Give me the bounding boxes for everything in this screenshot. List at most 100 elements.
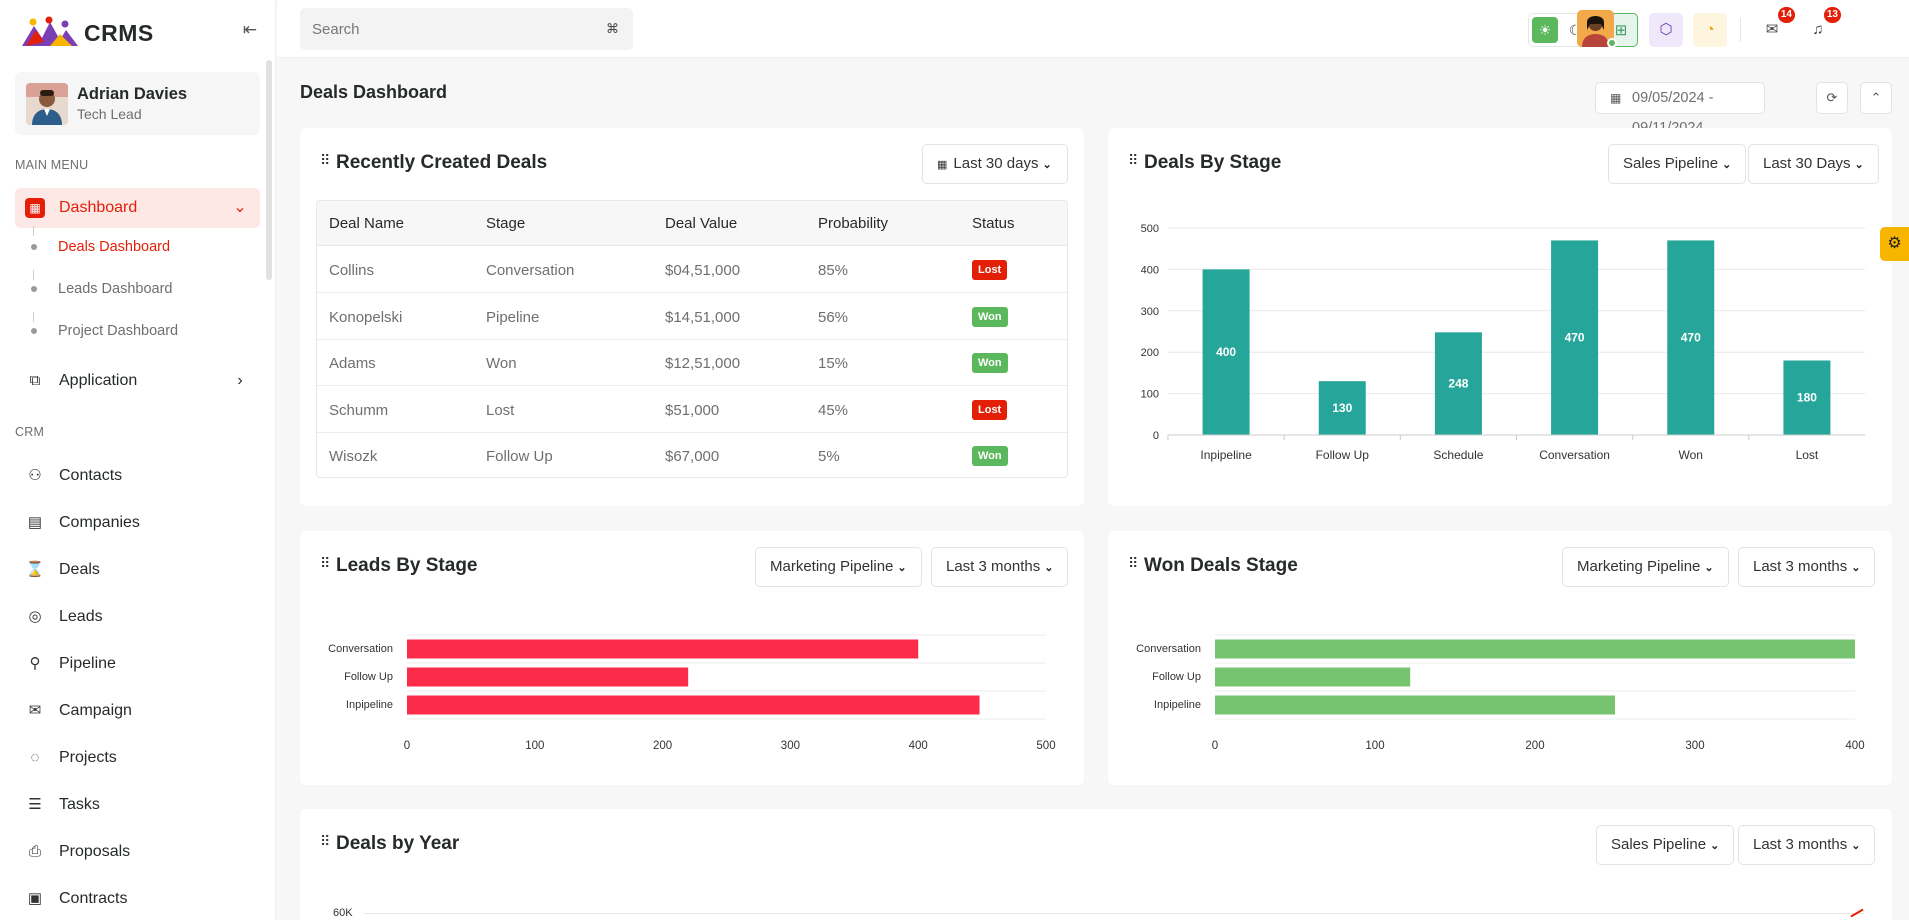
sidebar-item-contracts[interactable]: ▣ Contracts	[15, 879, 260, 919]
sidebar-item-deals[interactable]: ⌛ Deals	[15, 550, 260, 590]
x-tick-label: 0	[404, 740, 410, 752]
settings-button[interactable]: ⚙	[1880, 227, 1909, 261]
messages-button[interactable]: ✉ 14	[1755, 7, 1795, 47]
sidebar-subitem-leads-dashboard[interactable]: Leads Dashboard	[58, 281, 173, 297]
deals-table: Deal Name Stage Deal Value Probability S…	[316, 200, 1068, 478]
bar	[407, 695, 980, 715]
table-cell: Follow Up	[486, 448, 553, 465]
table-row[interactable]: Adams Won $12,51,000 15% Won	[317, 340, 1067, 386]
dropdown-value: Last 30 days	[953, 155, 1039, 172]
submenu-connector	[33, 312, 34, 322]
sun-icon[interactable]: ☀	[1532, 17, 1558, 43]
crm-heading: CRM	[15, 425, 45, 439]
drag-handle-icon[interactable]: ⠿	[1128, 555, 1138, 571]
message-icon: ✉	[1765, 21, 1779, 38]
sidebar-item-application[interactable]: ⧉ Application ›	[15, 361, 260, 401]
drag-handle-icon[interactable]: ⠿	[1128, 152, 1138, 168]
user-profile-card[interactable]: Adrian Davies Tech Lead	[15, 72, 260, 135]
column-header[interactable]: Probability	[818, 215, 889, 232]
period-dropdown[interactable]: Last 3 months ⌄	[1738, 547, 1876, 587]
hexagon-button[interactable]: ⬡	[1649, 13, 1683, 47]
avatar	[26, 83, 68, 125]
sidebar-item-companies[interactable]: ▤ Companies	[15, 503, 260, 543]
logo-icon	[22, 16, 78, 46]
table-row[interactable]: Wisozk Follow Up $67,000 5% Won	[317, 433, 1067, 477]
analytics-button[interactable]: ◔	[1693, 13, 1727, 47]
sidebar-item-proposals[interactable]: ⎙ Proposals	[15, 832, 260, 872]
campaign-icon: ✉	[28, 702, 42, 719]
y-tick-label: Inpipeline	[346, 699, 393, 711]
sidebar-item-tasks[interactable]: ☰ Tasks	[15, 785, 260, 825]
sidebar-scrollbar[interactable]	[266, 60, 272, 280]
refresh-button[interactable]: ⟳	[1816, 82, 1848, 114]
table-cell: 5%	[818, 448, 840, 465]
sidebar-item-label: Pipeline	[59, 655, 116, 672]
table-row[interactable]: Schumm Lost $51,000 45% Lost	[317, 387, 1067, 433]
leads-icon: ◎	[28, 608, 42, 625]
sidebar-item-campaign[interactable]: ✉ Campaign	[15, 691, 260, 731]
chevron-down-icon: ⌄	[1854, 159, 1864, 171]
sidebar-subitem-project-dashboard[interactable]: Project Dashboard	[58, 323, 179, 339]
submenu-dot	[31, 328, 37, 334]
period-dropdown[interactable]: Last 3 months ⌄	[1738, 825, 1876, 865]
x-tick-label: 200	[653, 740, 672, 752]
leads-by-stage-chart: Conversation Follow Up Inpipeline 0 100 200 30…	[328, 634, 1056, 752]
column-header[interactable]: Stage	[486, 215, 526, 232]
submenu-dot	[31, 286, 37, 292]
chevron-down-icon: ⌄	[1704, 562, 1714, 574]
pipeline-dropdown[interactable]: Sales Pipeline ⌄	[1608, 144, 1747, 184]
card-title: Leads By Stage	[336, 555, 478, 576]
pipeline-dropdown[interactable]: Sales Pipeline ⌄	[1596, 825, 1735, 865]
logo[interactable]: CRMS ⇤	[20, 14, 260, 50]
x-tick-label: Won	[1679, 448, 1703, 462]
top-header: ⌘ ☀ ☾ ⊞ ⬡ ◔ ✉ 14 ♫ 13	[277, 0, 1909, 58]
sidebar-item-contacts[interactable]: ⚇ Contacts	[15, 456, 260, 496]
pipeline-dropdown[interactable]: Marketing Pipeline ⌄	[755, 547, 922, 587]
column-header[interactable]: Deal Name	[329, 215, 405, 232]
sidebar-item-dashboard[interactable]: ▦ Dashboard ⌄	[15, 188, 260, 228]
column-header[interactable]: Deal Value	[665, 215, 738, 232]
pipeline-icon: ⚲	[29, 655, 41, 672]
status-badge: Won	[972, 446, 1008, 466]
search-input[interactable]	[300, 8, 590, 50]
column-header[interactable]: Status	[972, 215, 1015, 232]
dropdown-value: Marketing Pipeline	[1577, 558, 1701, 575]
sidebar-item-label: Contracts	[59, 890, 128, 907]
table-row[interactable]: Collins Conversation $04,51,000 85% Lost	[317, 247, 1067, 293]
table-cell: Collins	[329, 262, 375, 279]
sidebar-item-pipeline[interactable]: ⚲ Pipeline	[15, 644, 260, 684]
status-badge: Won	[972, 306, 1008, 327]
pipeline-dropdown[interactable]: Marketing Pipeline ⌄	[1562, 547, 1729, 587]
collapse-sidebar-icon[interactable]: ⇤	[242, 20, 258, 39]
table-row[interactable]: Konopelski Pipeline $14,51,000 56% Won	[317, 294, 1067, 340]
submenu-dot	[31, 244, 37, 250]
sidebar-item-projects[interactable]: ◌ Projects	[15, 738, 260, 778]
dropdown-value: Last 3 months	[946, 558, 1041, 575]
x-tick-label: Schedule	[1433, 448, 1483, 462]
application-icon: ⧉	[29, 372, 41, 389]
y-tick-label: Inpipeline	[1154, 699, 1201, 711]
drag-handle-icon[interactable]: ⠿	[320, 555, 330, 571]
chevron-down-icon: ⌄	[1851, 562, 1861, 574]
y-tick-label: 200	[1141, 347, 1159, 359]
date-range-picker[interactable]: ▦ 09/05/2024 - 09/11/2024	[1595, 82, 1765, 136]
notifications-button[interactable]: ♫ 13	[1801, 7, 1841, 47]
collapse-header-button[interactable]: ⌃	[1860, 82, 1892, 114]
period-dropdown[interactable]: Last 3 months ⌄	[931, 547, 1069, 587]
sidebar-subitem-deals-dashboard[interactable]: Deals Dashboard	[58, 239, 171, 255]
table-cell: 85%	[818, 262, 849, 279]
table-cell: Konopelski	[329, 308, 403, 326]
status-badge: Won	[972, 353, 1008, 373]
sidebar-item-leads[interactable]: ◎ Leads	[15, 597, 260, 637]
sidebar: CRMS ⇤ Adrian Davies Tech Lead MAIN MENU…	[0, 0, 276, 920]
drag-handle-icon[interactable]: ⠿	[320, 152, 330, 168]
drag-handle-icon[interactable]: ⠿	[320, 833, 330, 849]
won-deals-stage-chart: Conversation Follow Up Inpipeline 0 100 200 30…	[1136, 634, 1865, 752]
bar	[1215, 639, 1855, 659]
search-box[interactable]: ⌘	[300, 8, 633, 50]
period-dropdown[interactable]: ▦ Last 30 days ⌄	[922, 144, 1068, 184]
period-dropdown[interactable]: Last 30 Days ⌄	[1748, 144, 1879, 184]
card-title: Deals by Year	[336, 833, 460, 854]
app-name: CRMS	[84, 20, 154, 46]
calendar-icon: ▦	[937, 159, 948, 171]
